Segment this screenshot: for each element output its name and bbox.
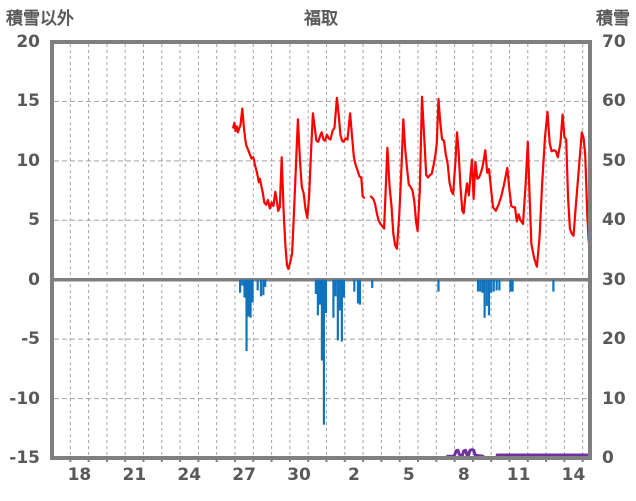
x-axis-tick-label: 5 (402, 465, 415, 485)
blue-bar (476, 279, 480, 292)
blue-bar (481, 279, 484, 293)
blue-bar (338, 279, 341, 311)
left-axis-title: 積雪以外 (6, 9, 74, 29)
blue-bar (495, 279, 498, 291)
left-axis-tick-label: 5 (28, 210, 40, 231)
left-axis-tick-label: -10 (9, 388, 40, 409)
x-axis-tick-label: 24 (177, 465, 202, 485)
left-axis-tick-label: 15 (16, 91, 40, 112)
right-axis-tick-label: 0 (602, 448, 614, 468)
right-axis-tick-label: 70 (602, 32, 626, 52)
x-axis-tick-label: 14 (561, 465, 586, 485)
left-axis-tick-label: 0 (28, 269, 40, 290)
right-axis-tick-label: 20 (602, 329, 626, 350)
x-axis-tick-label: 21 (122, 465, 147, 485)
blue-bar (353, 279, 356, 292)
right-axis-tick-label: 40 (602, 210, 626, 231)
x-axis-tick-label: 27 (232, 465, 256, 485)
right-axis-tick-label: 50 (602, 150, 626, 171)
blue-bar (239, 279, 242, 293)
blue-bar (332, 279, 335, 318)
x-axis-tick-label: 8 (457, 465, 470, 485)
blue-bar (264, 279, 267, 287)
blue-bar (318, 279, 321, 305)
purple_line-path (446, 448, 485, 458)
left-axis-tick-label: -15 (9, 448, 40, 468)
blue-bar (479, 279, 482, 292)
blue-bar (498, 279, 501, 291)
blue-bar (487, 279, 491, 316)
right-axis-tick-label: 30 (602, 269, 626, 290)
blue-bar (249, 279, 252, 318)
blue-bar (356, 279, 360, 304)
red_line-path (369, 95, 592, 268)
blue-bar (492, 279, 495, 292)
right-axis-tick-label: 60 (602, 91, 626, 112)
blue-bar (340, 279, 343, 342)
blue-bar (437, 279, 440, 292)
left-axis-tick-label: -5 (21, 329, 40, 350)
blue-bar (251, 279, 254, 303)
station-title: 福取 (304, 9, 338, 29)
blue-bar (342, 279, 345, 298)
blue-bar (322, 279, 326, 425)
x-axis-tick-label: 30 (287, 465, 311, 485)
blue-bar (334, 279, 337, 297)
blue-bar (485, 279, 488, 306)
blue-bar (490, 279, 493, 293)
blue-bar (371, 279, 374, 289)
blue-bar (243, 279, 246, 298)
plot-border (50, 40, 592, 460)
left-axis-tick-label: 10 (16, 150, 40, 171)
blue-bar (314, 279, 317, 294)
blue-bar (320, 279, 324, 361)
x-axis-tick-label: 18 (67, 465, 92, 485)
left-axis-tick-label: 20 (16, 32, 40, 52)
blue-bar (259, 279, 263, 297)
blue-bar (256, 279, 259, 291)
red_line-path (232, 96, 366, 271)
x-axis-tick-label: 11 (506, 465, 531, 485)
blue-bar (324, 279, 328, 313)
x-axis-tick-label: 2 (348, 465, 360, 485)
blue-bar (241, 279, 244, 286)
blue-bar (336, 279, 339, 341)
right-axis-title: 積雪 (596, 9, 630, 29)
right-axis-tick-label: 10 (602, 388, 626, 409)
blue-bar (245, 279, 248, 352)
blue-bar (511, 279, 514, 292)
blue-bar (316, 279, 319, 316)
blue-bar (552, 279, 555, 292)
blue-bar (483, 279, 486, 318)
blue-bar (262, 279, 265, 296)
blue-bar (509, 279, 512, 292)
blue-bar (247, 279, 250, 317)
blue-bar (358, 279, 362, 305)
